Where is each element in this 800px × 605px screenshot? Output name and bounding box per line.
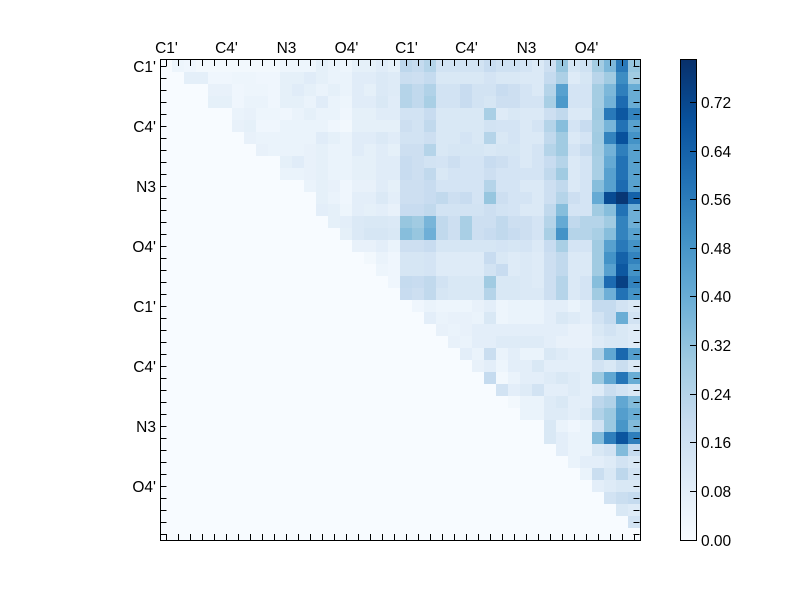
svg-text:0.08: 0.08 [701, 484, 731, 501]
svg-text:N3: N3 [277, 40, 297, 57]
svg-text:0.16: 0.16 [701, 435, 731, 452]
svg-text:N3: N3 [517, 40, 537, 57]
svg-text:C1': C1' [395, 40, 418, 57]
svg-text:0.00: 0.00 [701, 533, 732, 550]
svg-text:0.72: 0.72 [701, 95, 731, 112]
svg-text:C4': C4' [455, 40, 478, 57]
svg-text:C4': C4' [133, 359, 156, 376]
svg-text:C4': C4' [133, 119, 156, 136]
svg-text:O4': O4' [335, 40, 359, 57]
svg-text:O4': O4' [132, 479, 156, 496]
svg-text:C4': C4' [215, 40, 238, 57]
svg-text:N3: N3 [136, 419, 156, 436]
svg-text:O4': O4' [575, 40, 599, 57]
svg-text:O4': O4' [132, 239, 156, 256]
svg-text:0.64: 0.64 [701, 144, 732, 161]
svg-text:0.24: 0.24 [701, 387, 732, 404]
svg-text:0.40: 0.40 [701, 289, 732, 306]
svg-text:0.56: 0.56 [701, 192, 731, 209]
svg-text:N3: N3 [136, 179, 156, 196]
svg-text:C1': C1' [133, 59, 156, 76]
svg-text:C1': C1' [155, 40, 178, 57]
svg-text:C1': C1' [133, 299, 156, 316]
svg-text:0.48: 0.48 [701, 241, 731, 258]
svg-text:0.32: 0.32 [701, 338, 731, 355]
